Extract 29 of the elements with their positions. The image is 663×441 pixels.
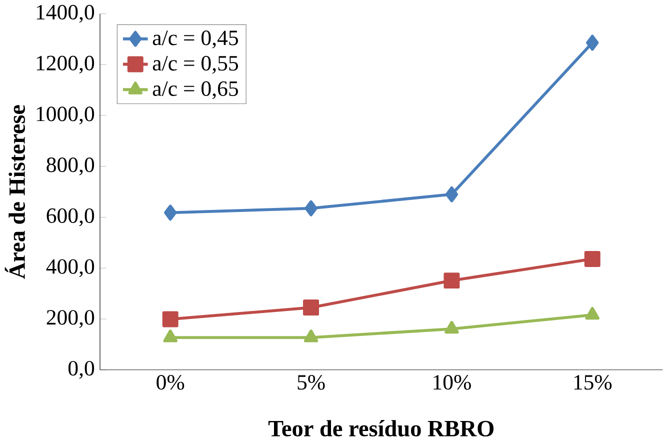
legend-label: a/c = 0,55 [152, 56, 238, 74]
point [162, 311, 178, 328]
point [586, 34, 599, 51]
y-tick-label: 1400,0 [36, 4, 94, 23]
point [163, 329, 178, 342]
x-tick-label: 0% [156, 374, 184, 390]
y-tick-label: 800,0 [46, 157, 94, 176]
point [444, 320, 459, 334]
point [303, 299, 320, 316]
y-tick-label: 600,0 [46, 208, 94, 226]
point [304, 329, 318, 342]
point [164, 204, 177, 220]
x-axis-title: Teor de resíduo RBRO [268, 420, 494, 436]
point [445, 186, 458, 202]
point [304, 200, 318, 216]
point [444, 272, 460, 288]
y-tick-label: 0,0 [68, 360, 94, 379]
y-tick-label: 1200,0 [36, 56, 94, 74]
legend-label: a/c = 0,45 [152, 30, 238, 48]
x-tick-label: 10% [434, 374, 471, 390]
x-tick-label: 5% [298, 374, 325, 390]
y-axis-title: Área de Histerese [4, 104, 26, 279]
y-tick-label: 1000,0 [36, 106, 94, 124]
y-tick-label: 200,0 [46, 310, 94, 328]
y-tick-label: 400,0 [46, 259, 94, 277]
x-tick-label: 15% [574, 374, 612, 390]
point [584, 250, 600, 267]
legend-label: a/c = 0,65 [152, 81, 238, 99]
point [585, 306, 600, 320]
